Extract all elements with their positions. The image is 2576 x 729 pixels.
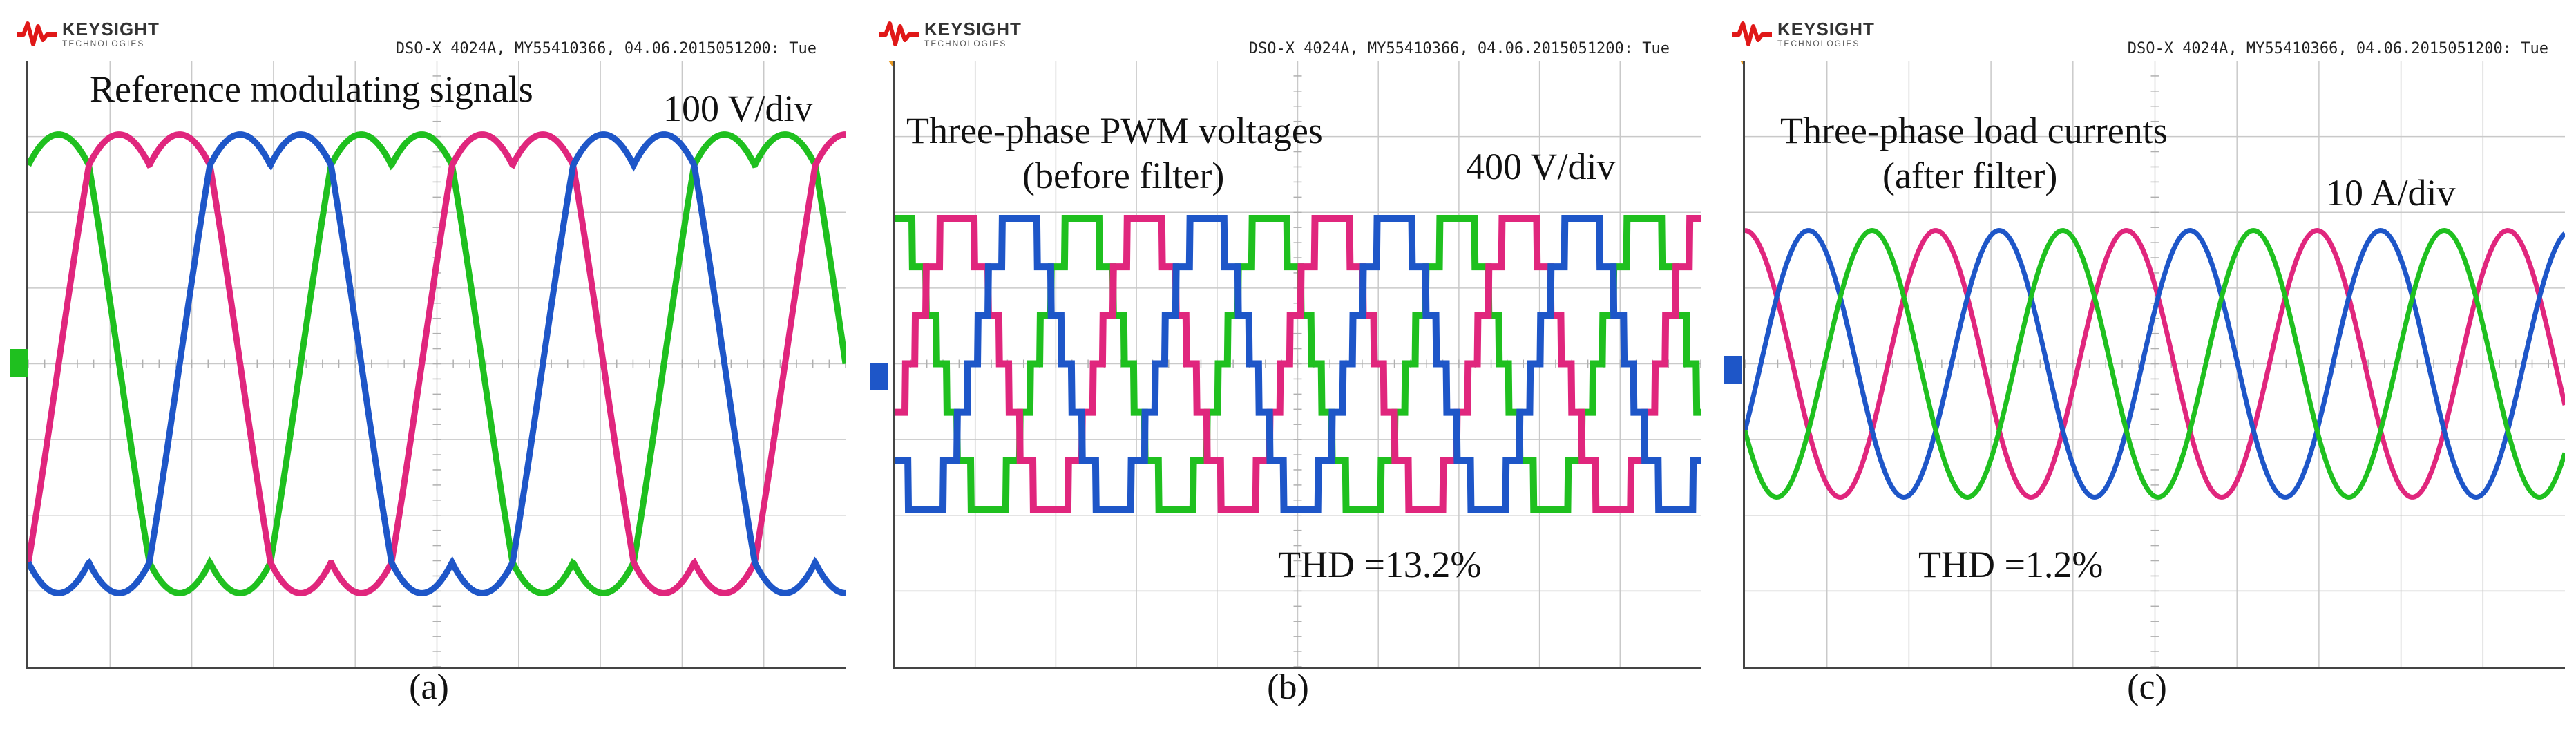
chart-title-line2: (before filter) (1022, 155, 1225, 196)
plot-area (893, 61, 1701, 669)
panel-b: KEYSIGHT TECHNOLOGIES DSO-X 4024A, MY5541… (858, 0, 1718, 729)
wave-logo-icon (17, 21, 57, 46)
series-3-trace (895, 215, 1701, 513)
series-1-trace (28, 131, 846, 596)
keysight-logo: KEYSIGHT TECHNOLOGIES (1730, 19, 1875, 61)
brand-name: KEYSIGHT (1777, 19, 1875, 39)
series-2-trace (28, 131, 846, 596)
chart-title: Reference modulating signals (90, 68, 533, 110)
series-3-trace (1745, 228, 2565, 500)
scale-label: 400 V/div (1466, 146, 1616, 187)
caption: (c) (2127, 668, 2167, 707)
wave-logo-icon (879, 21, 919, 46)
channel-marker (10, 349, 28, 377)
brand-name: KEYSIGHT (62, 19, 160, 39)
scope-header: KEYSIGHT TECHNOLOGIES DSO-X 4024A, MY5541… (1718, 19, 2576, 61)
scope-info: DSO-X 4024A, MY55410366, 04.06.201505120… (1248, 40, 1670, 57)
plot-area (1743, 61, 2565, 669)
brand-name: KEYSIGHT (924, 19, 1022, 39)
caption: (b) (1267, 668, 1309, 707)
chart-title-line2: (after filter) (1882, 155, 2058, 196)
scope-info: DSO-X 4024A, MY55410366, 04.06.201505120… (2127, 40, 2548, 57)
caption: (a) (409, 668, 449, 707)
grid (1745, 61, 2565, 667)
channel-marker (1724, 356, 1742, 384)
series-2-trace (895, 215, 1701, 513)
brand-sub: TECHNOLOGIES (924, 39, 1007, 48)
keysight-logo: KEYSIGHT TECHNOLOGIES (877, 19, 1022, 61)
series-3-trace (28, 131, 846, 596)
series-1-trace (1745, 228, 2565, 500)
panel-c: KEYSIGHT TECHNOLOGIES DSO-X 4024A, MY5541… (1718, 0, 2576, 729)
keysight-logo: KEYSIGHT TECHNOLOGIES (15, 19, 160, 61)
scale-label: 100 V/div (663, 88, 813, 129)
scope-header: KEYSIGHT TECHNOLOGIES DSO-X 4024A, MY5541… (0, 19, 858, 61)
chart-a (28, 61, 846, 667)
thd-annotation: THD =1.2% (1918, 544, 2103, 585)
wave-logo-icon (1732, 21, 1772, 46)
series-2-trace (1745, 228, 2565, 500)
grid (28, 61, 846, 667)
brand-sub: TECHNOLOGIES (1777, 39, 1860, 48)
brand-sub: TECHNOLOGIES (62, 39, 145, 48)
chart-title-line1: Three-phase PWM voltages (906, 110, 1323, 151)
panel-a: KEYSIGHT TECHNOLOGIES DSO-X 4024A, MY5541… (0, 0, 858, 729)
chart-title-line1: Three-phase load currents (1780, 110, 2168, 151)
chart-b (895, 61, 1701, 667)
chart-c (1745, 61, 2565, 667)
thd-annotation: THD =13.2% (1278, 544, 1482, 585)
scale-label: 10 A/div (2326, 172, 2456, 214)
channel-marker (870, 363, 888, 390)
scope-info: DSO-X 4024A, MY55410366, 04.06.201505120… (395, 40, 817, 57)
scope-header: KEYSIGHT TECHNOLOGIES DSO-X 4024A, MY5541… (858, 19, 1718, 61)
plot-area (26, 61, 846, 669)
